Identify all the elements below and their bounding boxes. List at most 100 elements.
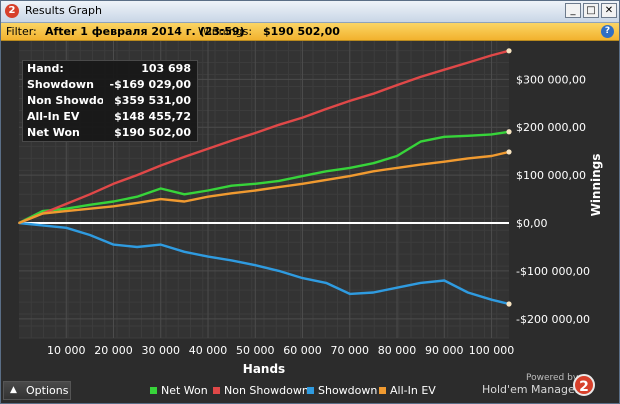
filter-label: Filter: bbox=[6, 25, 37, 38]
x-tick-label: 80 000 bbox=[378, 344, 417, 357]
help-icon[interactable]: ? bbox=[601, 25, 614, 38]
data-point bbox=[254, 264, 257, 267]
data-point bbox=[136, 246, 139, 248]
x-tick-label: 20 000 bbox=[94, 344, 133, 357]
data-point bbox=[325, 179, 328, 181]
series-line-0 bbox=[18, 130, 510, 225]
data-point bbox=[136, 174, 139, 177]
data-point bbox=[183, 156, 186, 158]
legend-label: All-In EV bbox=[390, 384, 436, 397]
series-line-2 bbox=[18, 221, 510, 306]
data-point bbox=[207, 189, 209, 192]
series-end-marker bbox=[506, 149, 512, 155]
data-point bbox=[419, 76, 422, 78]
title-bar: 2 Results Graph _ □ ✕ bbox=[1, 1, 619, 23]
x-tick-label: 90 000 bbox=[425, 344, 464, 357]
stats-overlay: Hand: 103 698 Showdown -$169 029,00 Non … bbox=[22, 60, 198, 142]
data-point bbox=[301, 175, 304, 177]
data-point bbox=[325, 282, 328, 284]
data-point bbox=[230, 184, 233, 187]
legend-swatch bbox=[213, 387, 220, 394]
brand-name: Hold'em Manager bbox=[482, 383, 580, 396]
data-point bbox=[466, 291, 469, 294]
data-point bbox=[443, 279, 446, 282]
data-point bbox=[183, 200, 186, 203]
legend-label: Net Won bbox=[161, 384, 208, 397]
close-button[interactable]: ✕ bbox=[601, 3, 617, 18]
data-point bbox=[372, 170, 375, 173]
y-tick-label: $200 000,00 bbox=[516, 121, 586, 134]
y-tick-label: $300 000,00 bbox=[516, 73, 586, 86]
y-tick-label: $0,00 bbox=[516, 217, 548, 230]
stat-value: $359 531,00 bbox=[114, 94, 191, 107]
data-point bbox=[419, 282, 422, 284]
stat-label: Hand: bbox=[27, 62, 64, 75]
data-point bbox=[207, 255, 209, 258]
x-tick-label: 60 000 bbox=[283, 344, 322, 357]
data-point bbox=[419, 140, 422, 143]
stat-value: $148 455,72 bbox=[114, 110, 191, 123]
data-point bbox=[207, 195, 209, 198]
filter-bar: Filter: After 1 февраля 2014 г. (23:59) … bbox=[1, 23, 619, 41]
data-point bbox=[466, 134, 469, 137]
powered-by-label: Powered by bbox=[526, 373, 579, 383]
legend-swatch bbox=[379, 387, 386, 394]
data-point bbox=[301, 182, 304, 185]
options-label: Options bbox=[26, 384, 69, 397]
data-point bbox=[301, 116, 304, 119]
data-point bbox=[65, 226, 68, 229]
data-point bbox=[348, 293, 351, 295]
data-point bbox=[443, 68, 446, 71]
data-point bbox=[301, 277, 304, 280]
data-point bbox=[230, 259, 233, 262]
data-point bbox=[65, 207, 68, 210]
data-point bbox=[88, 193, 91, 196]
data-point bbox=[443, 160, 446, 163]
stat-label: Net Won bbox=[27, 126, 80, 139]
stat-value: $190 502,00 bbox=[114, 126, 191, 139]
data-point bbox=[112, 205, 115, 208]
data-point bbox=[396, 84, 398, 86]
series-line-3 bbox=[18, 150, 510, 225]
series-end-marker bbox=[506, 48, 512, 54]
stat-row-hands: Hand: 103 698 bbox=[27, 62, 195, 77]
data-point bbox=[254, 132, 257, 134]
data-point bbox=[88, 203, 91, 206]
data-point bbox=[490, 54, 493, 57]
data-point bbox=[372, 291, 375, 294]
x-tick-label: 50 000 bbox=[236, 344, 275, 357]
stat-label: Showdown bbox=[27, 78, 94, 91]
series-line-1 bbox=[18, 49, 510, 225]
data-point bbox=[183, 250, 186, 253]
data-point bbox=[230, 192, 233, 195]
legend-swatch bbox=[307, 387, 314, 394]
maximize-button[interactable]: □ bbox=[583, 3, 599, 18]
data-point bbox=[372, 92, 375, 95]
filter-value: After 1 февраля 2014 г. (23:59) bbox=[45, 25, 245, 38]
data-point bbox=[325, 170, 328, 173]
data-point bbox=[348, 167, 351, 169]
data-point bbox=[396, 155, 398, 157]
data-point bbox=[277, 186, 280, 189]
data-point bbox=[277, 123, 280, 126]
window-title: Results Graph bbox=[25, 4, 102, 17]
data-point bbox=[396, 286, 398, 289]
minimize-button[interactable]: _ bbox=[565, 3, 581, 18]
series-end-marker bbox=[506, 129, 512, 135]
hem-logo-icon: 2 bbox=[573, 374, 595, 396]
stat-label: All-In EV bbox=[27, 110, 80, 123]
data-point bbox=[41, 224, 44, 227]
data-point bbox=[443, 135, 446, 138]
legend-label: Showdown bbox=[318, 384, 378, 397]
data-point bbox=[254, 182, 257, 185]
data-point bbox=[159, 198, 162, 200]
x-tick-label: 40 000 bbox=[189, 344, 228, 357]
x-axis-title: Hands bbox=[243, 362, 285, 376]
data-point bbox=[490, 298, 493, 301]
chevron-up-icon: ▲ bbox=[10, 385, 17, 395]
data-point bbox=[348, 175, 351, 177]
x-tick-label: 30 000 bbox=[142, 344, 181, 357]
options-button[interactable]: ▲ Options bbox=[3, 381, 71, 400]
data-point bbox=[207, 147, 209, 150]
